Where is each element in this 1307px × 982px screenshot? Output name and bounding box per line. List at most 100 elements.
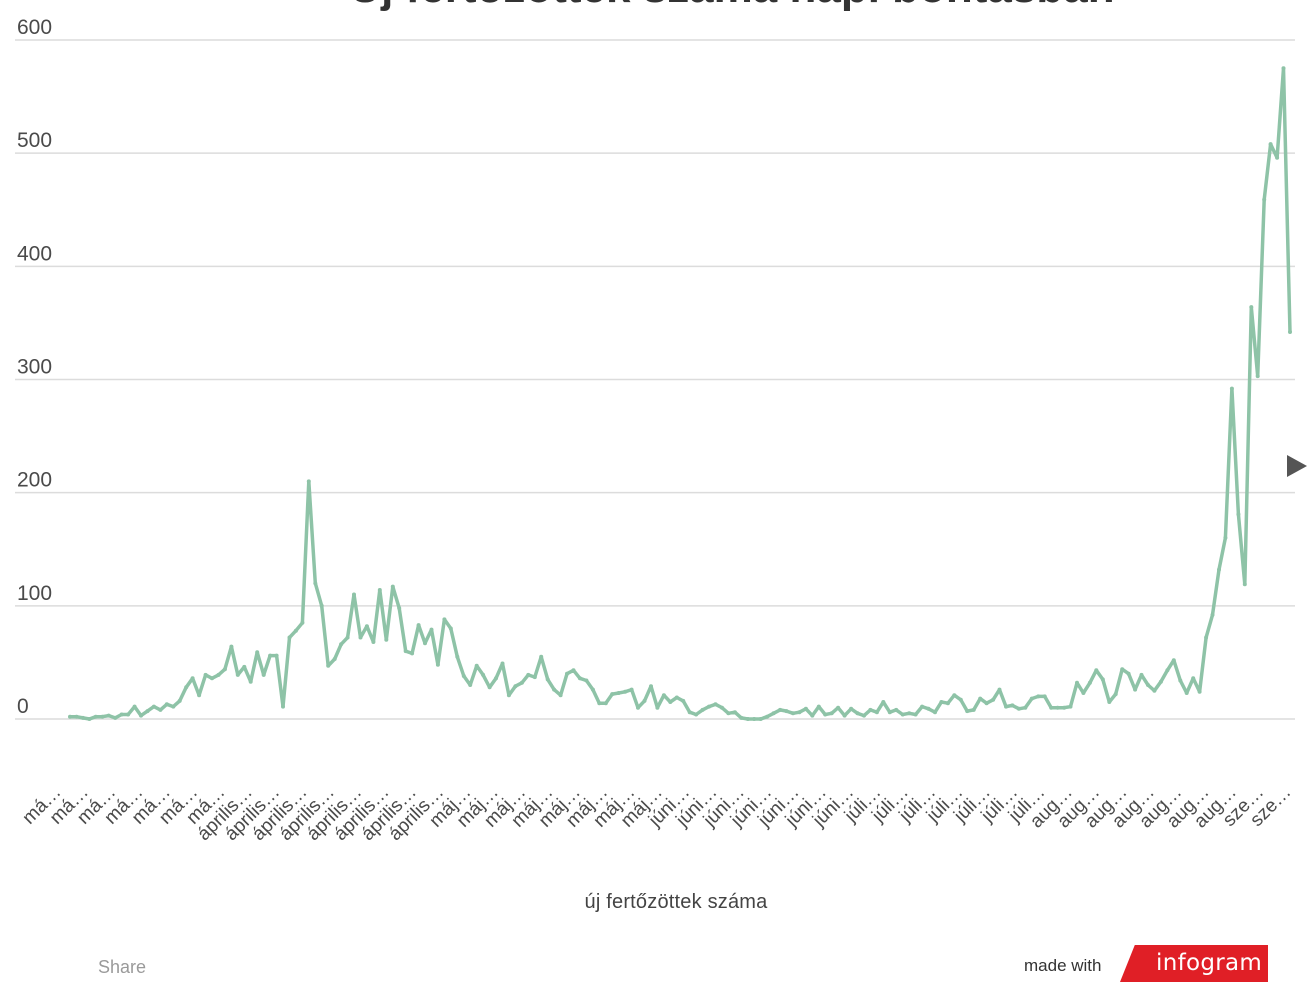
- data-point[interactable]: [1275, 155, 1280, 160]
- data-point[interactable]: [1210, 612, 1215, 617]
- data-point[interactable]: [965, 709, 970, 714]
- data-point[interactable]: [771, 711, 776, 716]
- data-point[interactable]: [274, 653, 279, 658]
- data-point[interactable]: [255, 650, 260, 655]
- data-point[interactable]: [1268, 142, 1273, 147]
- data-point[interactable]: [1087, 680, 1092, 685]
- data-point[interactable]: [190, 676, 195, 681]
- data-point[interactable]: [87, 717, 92, 721]
- data-point[interactable]: [1165, 668, 1170, 673]
- data-point[interactable]: [590, 687, 595, 692]
- data-point[interactable]: [920, 704, 925, 709]
- data-point[interactable]: [1184, 691, 1189, 695]
- data-point[interactable]: [649, 684, 653, 689]
- data-point[interactable]: [1223, 535, 1228, 540]
- data-point[interactable]: [939, 700, 944, 704]
- data-point[interactable]: [971, 707, 976, 712]
- data-point[interactable]: [513, 684, 518, 689]
- data-point[interactable]: [145, 709, 150, 714]
- data-point[interactable]: [681, 698, 686, 703]
- data-point[interactable]: [455, 654, 460, 659]
- data-point[interactable]: [300, 620, 305, 625]
- data-point[interactable]: [1255, 374, 1260, 379]
- data-point[interactable]: [474, 663, 479, 668]
- data-point[interactable]: [629, 687, 634, 692]
- data-point[interactable]: [1191, 676, 1196, 681]
- data-point[interactable]: [448, 626, 453, 631]
- data-point[interactable]: [668, 700, 673, 704]
- data-point[interactable]: [319, 603, 324, 608]
- data-point[interactable]: [442, 617, 447, 622]
- data-point[interactable]: [713, 702, 718, 707]
- data-point[interactable]: [139, 713, 143, 718]
- data-point[interactable]: [1036, 694, 1041, 699]
- data-point[interactable]: [739, 715, 744, 720]
- data-point[interactable]: [177, 698, 182, 703]
- data-point[interactable]: [584, 678, 589, 683]
- data-point[interactable]: [423, 641, 427, 646]
- data-point[interactable]: [894, 707, 899, 712]
- data-point[interactable]: [242, 664, 247, 669]
- data-point[interactable]: [390, 584, 395, 589]
- data-point[interactable]: [661, 693, 666, 698]
- data-point[interactable]: [326, 663, 331, 668]
- data-point[interactable]: [623, 689, 628, 694]
- data-point[interactable]: [1197, 689, 1202, 694]
- data-point[interactable]: [862, 713, 866, 718]
- data-point[interactable]: [235, 672, 240, 677]
- data-point[interactable]: [93, 714, 98, 719]
- infogram-logo[interactable]: infogram: [1120, 945, 1268, 982]
- data-point[interactable]: [352, 592, 356, 597]
- data-point[interactable]: [1281, 66, 1286, 71]
- data-point[interactable]: [1029, 696, 1034, 701]
- data-point[interactable]: [1062, 705, 1067, 710]
- next-arrow-icon[interactable]: [1287, 455, 1307, 477]
- data-point[interactable]: [978, 696, 983, 701]
- data-point[interactable]: [597, 701, 602, 706]
- data-point[interactable]: [868, 707, 873, 712]
- data-point[interactable]: [881, 700, 886, 704]
- data-point[interactable]: [558, 693, 563, 698]
- data-point[interactable]: [823, 712, 828, 717]
- data-point[interactable]: [571, 668, 576, 673]
- data-point[interactable]: [1055, 705, 1060, 710]
- data-point[interactable]: [913, 712, 918, 717]
- data-point[interactable]: [435, 662, 440, 667]
- data-point[interactable]: [791, 711, 795, 716]
- data-point[interactable]: [203, 672, 208, 677]
- data-point[interactable]: [1042, 694, 1047, 699]
- data-point[interactable]: [74, 714, 79, 719]
- data-point[interactable]: [1236, 512, 1241, 517]
- data-point[interactable]: [403, 649, 408, 654]
- data-point[interactable]: [784, 709, 789, 714]
- data-point[interactable]: [248, 679, 253, 684]
- data-point[interactable]: [700, 707, 705, 712]
- data-point[interactable]: [364, 624, 369, 629]
- data-point[interactable]: [216, 672, 221, 677]
- data-point[interactable]: [126, 712, 131, 717]
- data-point[interactable]: [958, 697, 963, 702]
- data-point[interactable]: [229, 644, 234, 649]
- data-point[interactable]: [636, 705, 640, 710]
- data-point[interactable]: [358, 635, 363, 640]
- data-point[interactable]: [171, 704, 176, 709]
- data-point[interactable]: [332, 657, 337, 661]
- data-point[interactable]: [1016, 706, 1021, 711]
- data-point[interactable]: [481, 672, 486, 677]
- data-point[interactable]: [849, 706, 854, 711]
- data-point[interactable]: [616, 691, 621, 695]
- data-point[interactable]: [1081, 691, 1086, 695]
- data-point[interactable]: [952, 693, 957, 698]
- data-point[interactable]: [1152, 688, 1157, 693]
- data-point[interactable]: [926, 706, 931, 711]
- data-point[interactable]: [765, 714, 770, 719]
- data-point[interactable]: [726, 711, 731, 716]
- data-point[interactable]: [494, 676, 498, 681]
- data-point[interactable]: [1068, 704, 1073, 709]
- data-point[interactable]: [1249, 305, 1254, 310]
- data-point[interactable]: [1010, 703, 1015, 708]
- data-point[interactable]: [732, 710, 737, 715]
- data-point[interactable]: [552, 687, 557, 692]
- data-point[interactable]: [287, 635, 292, 640]
- data-point[interactable]: [345, 635, 350, 640]
